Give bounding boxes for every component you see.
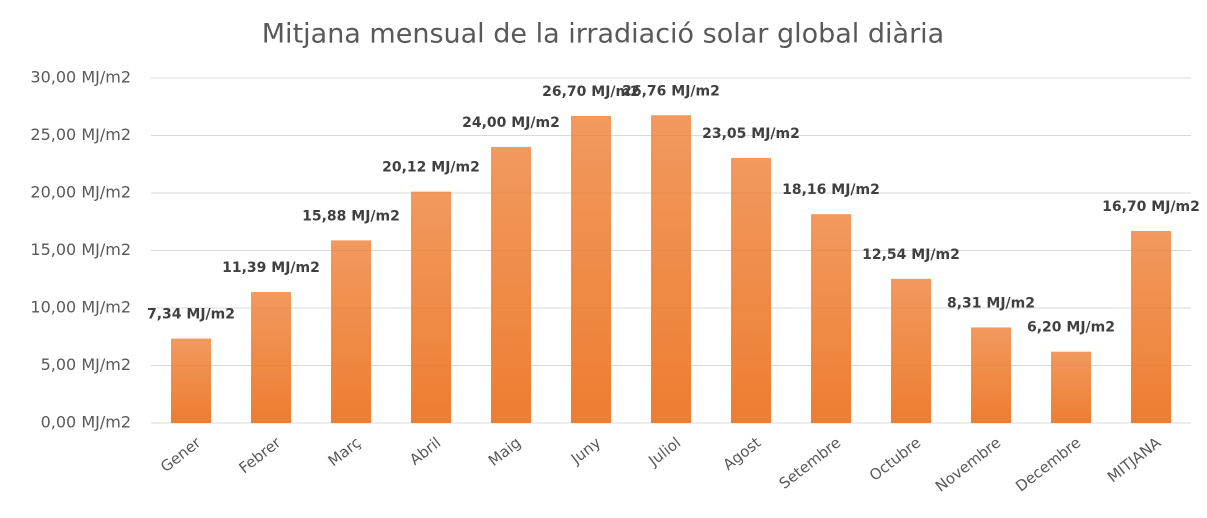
value-label: 6,20 MJ/m2 (1027, 320, 1115, 336)
bar (251, 292, 291, 423)
x-tick-label: Abril (406, 434, 444, 469)
y-tick-label: 20,00 MJ/m2 (30, 183, 131, 202)
bar (1131, 230, 1171, 423)
y-tick-label: 25,00 MJ/m2 (30, 125, 131, 144)
y-tick-label: 10,00 MJ/m2 (30, 298, 131, 317)
bar (411, 191, 451, 423)
x-tick-label: Agost (720, 433, 765, 474)
x-tick-label: Juliol (644, 434, 684, 471)
x-tick-label: Novembre (932, 434, 1004, 496)
x-tick-label: Decembre (1012, 434, 1084, 496)
value-label: 16,70 MJ/m2 (1102, 199, 1200, 215)
value-label: 11,39 MJ/m2 (222, 260, 320, 276)
x-tick-label: Maig (485, 434, 524, 470)
bar (491, 147, 531, 423)
bar (971, 327, 1011, 423)
bar (1051, 351, 1091, 423)
x-tick-label: Març (325, 434, 365, 470)
value-label: 12,54 MJ/m2 (862, 247, 960, 263)
bar (571, 115, 611, 423)
y-tick-label: 15,00 MJ/m2 (30, 240, 131, 259)
bar (331, 240, 371, 423)
value-label: 18,16 MJ/m2 (782, 182, 880, 198)
bar (731, 157, 771, 424)
x-tick-label: MITJANA (1104, 433, 1165, 486)
y-tick-label: 30,00 MJ/m2 (30, 68, 131, 87)
chart-title: Mitjana mensual de la irradiació solar g… (262, 19, 944, 50)
value-label: 15,88 MJ/m2 (302, 208, 400, 224)
bar (891, 278, 931, 423)
x-tick-label: Febrer (235, 433, 284, 477)
y-tick-label: 0,00 MJ/m2 (41, 413, 131, 432)
x-tick-label: Setembre (776, 434, 845, 493)
bar (651, 115, 691, 423)
value-label: 26,70 MJ/m2 (542, 84, 640, 100)
value-label: 26,76 MJ/m2 (622, 83, 720, 99)
x-tick-label: Gener (157, 433, 205, 476)
value-label: 20,12 MJ/m2 (382, 160, 480, 176)
x-tick-label: Juny (567, 433, 604, 468)
bar (171, 338, 211, 423)
bar (811, 214, 851, 423)
y-tick-label: 5,00 MJ/m2 (41, 355, 131, 374)
value-label: 7,34 MJ/m2 (147, 307, 235, 323)
value-label: 23,05 MJ/m2 (702, 126, 800, 142)
value-label: 8,31 MJ/m2 (947, 295, 1035, 311)
value-label: 24,00 MJ/m2 (462, 115, 560, 131)
x-tick-label: Octubre (866, 434, 924, 485)
